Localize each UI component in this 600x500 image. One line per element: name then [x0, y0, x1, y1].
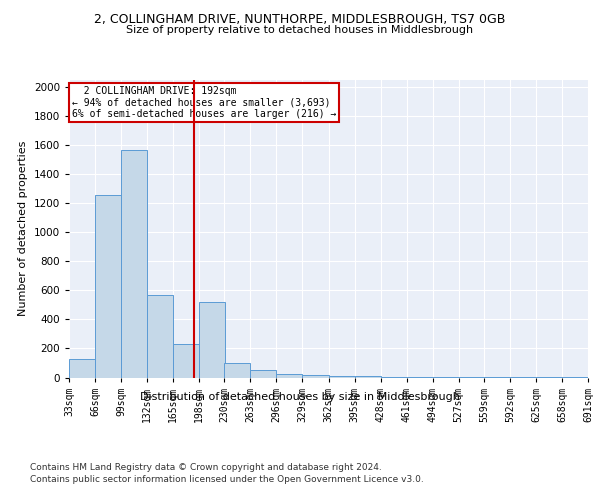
- Bar: [173, 344, 199, 378]
- Text: Contains HM Land Registry data © Crown copyright and database right 2024.: Contains HM Land Registry data © Crown c…: [30, 462, 382, 471]
- Bar: [121, 150, 147, 378]
- Bar: [355, 376, 380, 378]
- Bar: [147, 295, 173, 378]
- Bar: [277, 374, 302, 378]
- Text: Size of property relative to detached houses in Middlesbrough: Size of property relative to detached ho…: [127, 25, 473, 35]
- Bar: [329, 376, 355, 378]
- Text: Contains public sector information licensed under the Open Government Licence v3: Contains public sector information licen…: [30, 475, 424, 484]
- Y-axis label: Number of detached properties: Number of detached properties: [18, 141, 28, 316]
- Bar: [224, 363, 250, 378]
- Text: Distribution of detached houses by size in Middlesbrough: Distribution of detached houses by size …: [140, 392, 460, 402]
- Text: 2, COLLINGHAM DRIVE, NUNTHORPE, MIDDLESBROUGH, TS7 0GB: 2, COLLINGHAM DRIVE, NUNTHORPE, MIDDLESB…: [94, 12, 506, 26]
- Bar: [199, 302, 225, 378]
- Bar: [250, 370, 277, 378]
- Bar: [69, 358, 95, 378]
- Text: 2 COLLINGHAM DRIVE: 192sqm
← 94% of detached houses are smaller (3,693)
6% of se: 2 COLLINGHAM DRIVE: 192sqm ← 94% of deta…: [71, 86, 336, 119]
- Bar: [302, 376, 329, 378]
- Bar: [95, 194, 121, 378]
